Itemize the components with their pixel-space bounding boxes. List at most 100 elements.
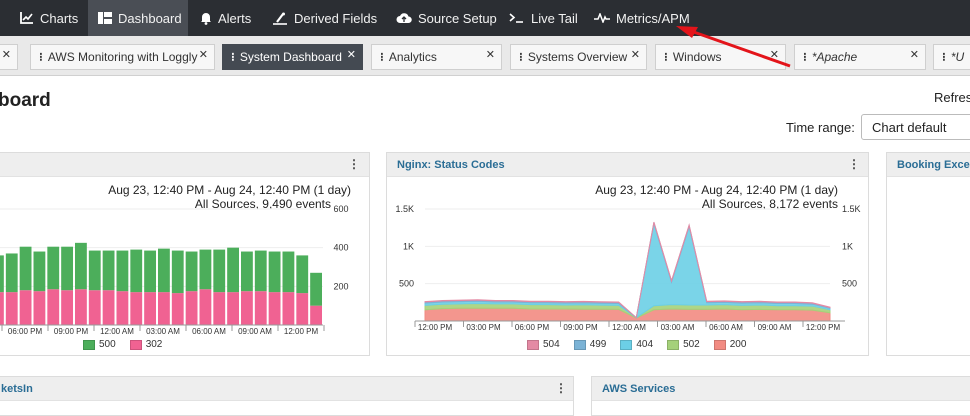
top-nav: Charts Dashboard Alerts Derived Fields S… xyxy=(0,0,970,36)
x-tick-label: 06:00 PM xyxy=(515,323,550,332)
nav-live-tail-label: Live Tail xyxy=(531,10,578,26)
kebab-menu-icon[interactable]: ⋮ xyxy=(848,157,860,171)
bar-segment xyxy=(47,246,60,290)
legend-label: 500 xyxy=(99,339,116,350)
bar-segment xyxy=(33,251,46,292)
bar-segment xyxy=(213,292,226,325)
dashboard-icon xyxy=(98,12,112,24)
nav-charts-label: Charts xyxy=(40,10,79,26)
drag-handle-icon[interactable]: ⁝ xyxy=(231,50,235,64)
refresh-button[interactable]: Refres xyxy=(934,90,970,105)
page-title: board xyxy=(0,90,51,111)
area-series-504 xyxy=(424,221,831,319)
legend-label: 499 xyxy=(589,339,607,350)
drag-handle-icon[interactable]: ⁝ xyxy=(664,50,668,64)
nav-derived-fields[interactable]: Derived Fields xyxy=(272,0,377,36)
close-icon[interactable]: ✕ xyxy=(630,49,640,61)
legend-label: 302 xyxy=(145,339,163,350)
x-tick-label: 12:00 PM xyxy=(418,323,453,332)
tab-label: System Dashboard xyxy=(239,50,342,64)
bar-segment xyxy=(102,250,115,291)
panel-title[interactable]: ketsIn xyxy=(1,383,33,395)
nav-charts[interactable]: Charts xyxy=(20,0,78,36)
legend-label: 200 xyxy=(729,339,747,350)
time-range-label: Time range: xyxy=(786,120,855,135)
bar-segment xyxy=(282,251,295,293)
panel-title[interactable]: Nginx: Status Codes xyxy=(397,159,505,171)
bar-segment xyxy=(254,250,267,292)
drag-handle-icon[interactable]: ⁝ xyxy=(942,50,946,64)
kebab-menu-icon[interactable]: ⋮ xyxy=(348,157,360,171)
close-icon[interactable]: ✕ xyxy=(198,49,208,61)
bar-segment xyxy=(116,291,129,325)
legend-item[interactable]: 500 xyxy=(83,339,116,350)
bar-segment xyxy=(185,291,198,325)
drag-handle-icon[interactable]: ⁝ xyxy=(380,50,384,64)
close-icon[interactable]: ✕ xyxy=(909,49,919,61)
close-icon[interactable]: ✕ xyxy=(1,49,11,61)
close-icon[interactable]: ✕ xyxy=(769,49,779,61)
panel-left-chart: ⋮ Aug 23, 12:40 PM - Aug 24, 12:40 PM (1… xyxy=(0,152,370,356)
panel-title[interactable]: AWS Services xyxy=(602,383,676,395)
legend-item[interactable]: 502 xyxy=(667,339,700,350)
drag-handle-icon[interactable]: ⁝ xyxy=(39,50,43,64)
nav-source-setup[interactable]: Source Setup xyxy=(396,0,497,36)
bell-icon xyxy=(201,12,211,25)
bar-segment xyxy=(213,249,226,293)
bar-segment xyxy=(130,292,143,325)
x-tick-label: 03:00 AM xyxy=(661,323,695,332)
panel-title[interactable]: Booking Excep xyxy=(897,159,970,171)
tab-label: Systems Overview xyxy=(527,50,628,64)
legend-swatch xyxy=(573,339,586,350)
kebab-menu-icon[interactable]: ⋮ xyxy=(555,381,567,395)
tab-label: Windows xyxy=(672,50,722,64)
legend-item[interactable]: 302 xyxy=(129,339,163,350)
bar-segment xyxy=(88,290,101,325)
tab-systems-overview[interactable]: ⁝ Systems Overview ✕ xyxy=(510,44,647,70)
drag-handle-icon[interactable]: ⁝ xyxy=(519,50,523,64)
bar-segment xyxy=(171,250,184,294)
tab-aws-monitoring[interactable]: ⁝ AWS Monitoring with Loggly ✕ xyxy=(30,44,215,70)
nav-metrics-apm[interactable]: Metrics/APM xyxy=(594,0,690,36)
legend-item[interactable]: 499 xyxy=(573,339,607,350)
x-tick-label: 12:00 PM xyxy=(284,327,319,336)
legend-swatch xyxy=(667,339,680,350)
x-tick-label: 12:00 AM xyxy=(612,323,646,332)
bar-segment xyxy=(282,292,295,325)
drag-handle-icon[interactable]: ⁝ xyxy=(803,50,807,64)
panel-header: Nginx: Status Codes ⋮ xyxy=(387,153,868,177)
nav-dashboard-label: Dashboard xyxy=(118,10,182,26)
legend-item[interactable]: 504 xyxy=(527,339,560,350)
nav-live-tail[interactable]: Live Tail xyxy=(509,0,578,36)
bar-segment xyxy=(199,249,212,290)
bar-segment xyxy=(268,292,281,325)
tab-label: Analytics xyxy=(388,50,437,64)
tab-partial[interactable]: ✕ xyxy=(0,44,18,70)
legend-item[interactable]: 200 xyxy=(713,339,747,350)
bar-segment xyxy=(241,251,253,292)
tab-system-dashboard[interactable]: ⁝ System Dashboard ✕ xyxy=(222,44,363,70)
nav-dashboard[interactable]: Dashboard xyxy=(88,0,188,36)
nav-alerts[interactable]: Alerts xyxy=(200,0,251,36)
time-range-select[interactable]: Chart default xyxy=(861,114,970,140)
close-icon[interactable]: ✕ xyxy=(485,49,495,61)
x-tick-label: 12:00 AM xyxy=(100,327,134,336)
bar-segment xyxy=(296,255,309,294)
panel-header: ketsIn ⋮ xyxy=(0,377,573,401)
close-icon[interactable]: ✕ xyxy=(346,49,356,61)
legend-swatch xyxy=(713,339,726,350)
tab-partial-right[interactable]: ⁝ *U xyxy=(933,44,970,70)
tab-analytics[interactable]: ⁝ Analytics ✕ xyxy=(371,44,502,70)
bar-segment xyxy=(268,251,281,293)
bar-segment xyxy=(0,292,4,325)
bar-segment xyxy=(130,249,143,293)
tab-apache[interactable]: ⁝ *Apache ✕ xyxy=(794,44,926,70)
date-range: Aug 23, 12:40 PM - Aug 24, 12:40 PM (1 d… xyxy=(595,183,838,197)
bar-segment xyxy=(5,292,18,325)
bar-segment xyxy=(310,305,322,325)
legend-label: 502 xyxy=(683,339,700,350)
legend-item[interactable]: 404 xyxy=(620,339,653,350)
tab-windows[interactable]: ⁝ Windows ✕ xyxy=(655,44,786,70)
bar-segment xyxy=(158,248,170,293)
bar-segment xyxy=(310,272,322,306)
